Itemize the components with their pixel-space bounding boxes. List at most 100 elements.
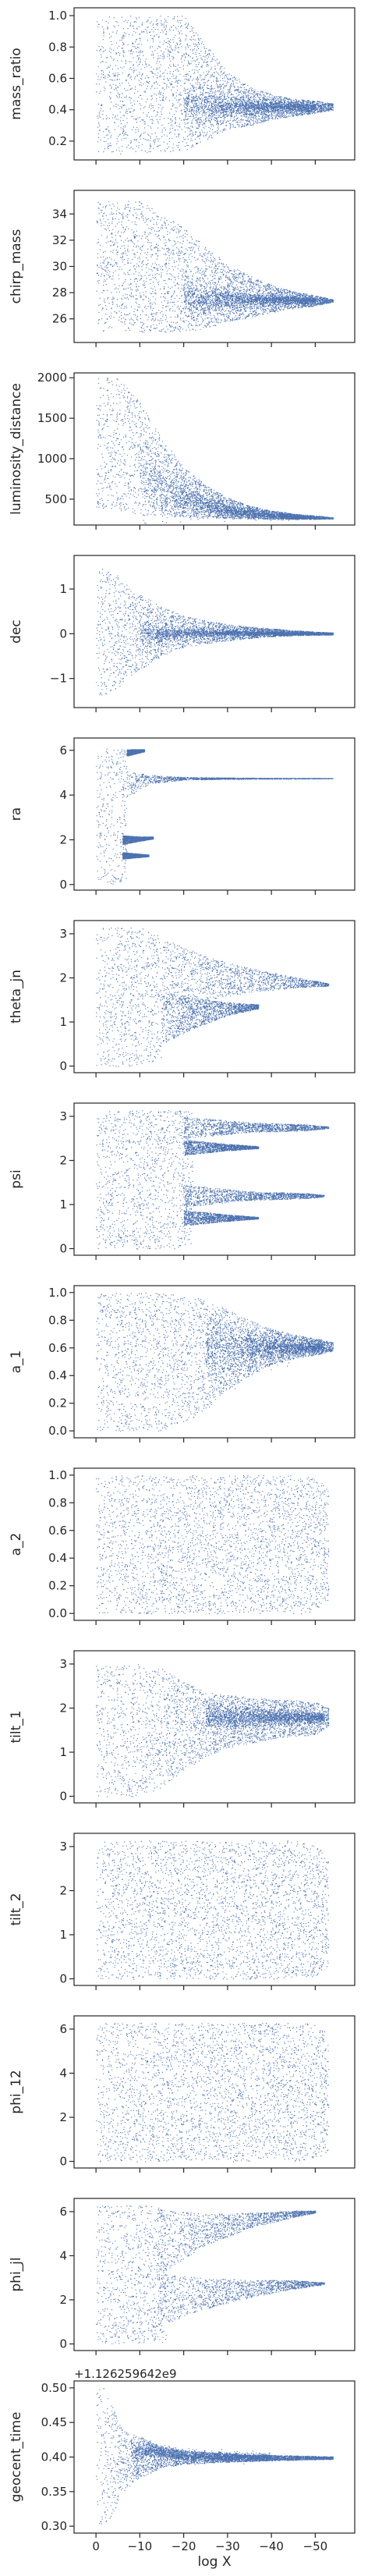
panel-dec: −1 0 1 dec [9, 555, 356, 712]
axes-frame [73, 2198, 356, 2351]
ytick-label: 1 [59, 1198, 67, 1212]
scatter-marks [96, 378, 334, 524]
ytick-label: 0 [59, 626, 67, 640]
ytick-label: 1.0 [48, 1468, 67, 1482]
ylabel: chirp_mass [9, 229, 24, 303]
axes-frame [73, 1833, 356, 1986]
ylabel: a_2 [9, 1533, 24, 1556]
ytick-label: 32 [52, 233, 67, 247]
xlabel: log X [198, 2554, 232, 2570]
axes-frame [73, 920, 356, 1073]
axes-frame [73, 7, 356, 161]
panel-tilt-2: 0 1 2 3 tilt_2 [9, 1833, 356, 1990]
ytick-label: 1.0 [48, 1286, 67, 1300]
scatter-points [96, 200, 334, 333]
axes-frame [73, 555, 356, 708]
axes-frame [73, 1102, 356, 1256]
scatter-marks [96, 2023, 330, 2163]
ytick-label: 0.8 [48, 40, 67, 54]
ytick-label: 30 [52, 260, 67, 274]
ytick-label: 0.8 [48, 1313, 67, 1327]
panel-luminosity-distance: 500 1000 1500 2000 luminosity_distance [9, 371, 356, 530]
ytick-label: 0.0 [48, 1424, 67, 1438]
xtick-label: −10 [128, 2539, 153, 2553]
scatter-marks [96, 1474, 330, 1615]
scatter-marks [96, 748, 334, 885]
ytick-label: 1 [59, 1745, 67, 1759]
ytick-label: 2 [59, 2110, 67, 2124]
ytick-label: 0 [59, 1242, 67, 1256]
ytick-label: 2 [59, 1701, 67, 1715]
ytick-label: 0 [59, 2337, 67, 2351]
ylabel: tilt_2 [9, 1893, 24, 1925]
ytick-label: 3 [59, 1657, 67, 1671]
panel-a-1: 0.0 0.2 0.4 0.6 0.8 1.0 a_1 [9, 1285, 356, 1442]
ytick-label: 0 [59, 878, 67, 892]
ytick-label: 34 [52, 207, 67, 221]
axes-frame [73, 1285, 356, 1439]
ytick-label: 4 [59, 2248, 67, 2262]
axes-frame [73, 1467, 356, 1621]
ytick-label: 0.6 [48, 71, 67, 85]
scatter-points [96, 928, 330, 1067]
scatter-marks [96, 2388, 334, 2525]
ytick-label: 0.45 [41, 2415, 67, 2429]
scatter-marks [96, 16, 334, 155]
panel-geocent-time: 0.30 0.35 0.40 0.45 0.50 0 −10 −20 −30 −40 −50 geoc… [9, 2367, 356, 2570]
ytick-label: 1 [59, 1015, 67, 1029]
ytick-label: 1 [59, 1928, 67, 1942]
panel-tilt-1: 0 1 2 3 tilt_1 [9, 1650, 356, 1808]
scatter-marks [96, 1664, 330, 1797]
ytick-label: 3 [59, 1109, 67, 1123]
ylabel: psi [9, 1169, 24, 1188]
ytick-label: 0.6 [48, 1341, 67, 1355]
ytick-label: 0 [59, 2155, 67, 2169]
ytick-label: 0.40 [41, 2450, 67, 2464]
ylabel: mass_ratio [9, 48, 24, 119]
scatter-points [96, 1474, 330, 1615]
axes-frame [73, 2015, 356, 2169]
ytick-label: 6 [59, 2022, 67, 2036]
ytick-label: 0.4 [48, 1368, 67, 1382]
scatter-points [96, 1110, 330, 1250]
ytick-label: 0.8 [48, 1496, 67, 1510]
ytick-label: 2000 [37, 371, 67, 385]
xtick-label: −40 [259, 2539, 284, 2553]
ytick-label: −1 [50, 672, 67, 686]
scatter-points [96, 16, 334, 155]
xtick-label: −20 [172, 2539, 196, 2553]
panel-a-2: 0.0 0.2 0.4 0.6 0.8 1.0 a_2 [9, 1467, 356, 1625]
panel-theta-jn: 0 1 2 3 theta_jn [9, 920, 356, 1077]
ytick-label: 0.0 [48, 1606, 67, 1620]
ytick-label: 1000 [37, 452, 67, 466]
panel-psi: 0 1 2 3 psi [9, 1102, 356, 1260]
xtick-label: −30 [215, 2539, 240, 2553]
scatter-points [96, 748, 334, 885]
offset-text: +1.126259642e9 [74, 2367, 177, 2381]
ytick-label: 500 [44, 492, 67, 506]
panel-phi-12: 0 2 4 6 phi_12 [9, 2015, 356, 2173]
xtick-label: 0 [92, 2539, 100, 2553]
ytick-label: 1500 [37, 411, 67, 425]
ytick-label: 0 [59, 1972, 67, 1986]
ytick-label: 0.2 [48, 1396, 67, 1410]
scatter-marks [96, 1840, 330, 1980]
scatter-points [96, 378, 334, 524]
ylabel: luminosity_distance [9, 383, 24, 515]
ytick-label: 2 [59, 1153, 67, 1167]
panel-ra: 0 2 4 6 ra [9, 737, 356, 895]
scatter-marks [96, 2205, 325, 2344]
ylabel: dec [9, 619, 24, 644]
scatter-points [96, 2205, 325, 2344]
ytick-label: 0.2 [48, 1579, 67, 1593]
axes-frame [73, 1650, 356, 1804]
ytick-label: 0 [59, 1059, 67, 1073]
ytick-label: 2 [59, 1883, 67, 1897]
ytick-label: 2 [59, 970, 67, 985]
ytick-label: 3 [59, 1840, 67, 1854]
ylabel: geocent_time [9, 2412, 24, 2503]
scatter-marks [96, 569, 334, 696]
scatter-points [96, 1664, 330, 1797]
ytick-label: 0.30 [41, 2519, 67, 2533]
ytick-label: 6 [59, 2205, 67, 2219]
